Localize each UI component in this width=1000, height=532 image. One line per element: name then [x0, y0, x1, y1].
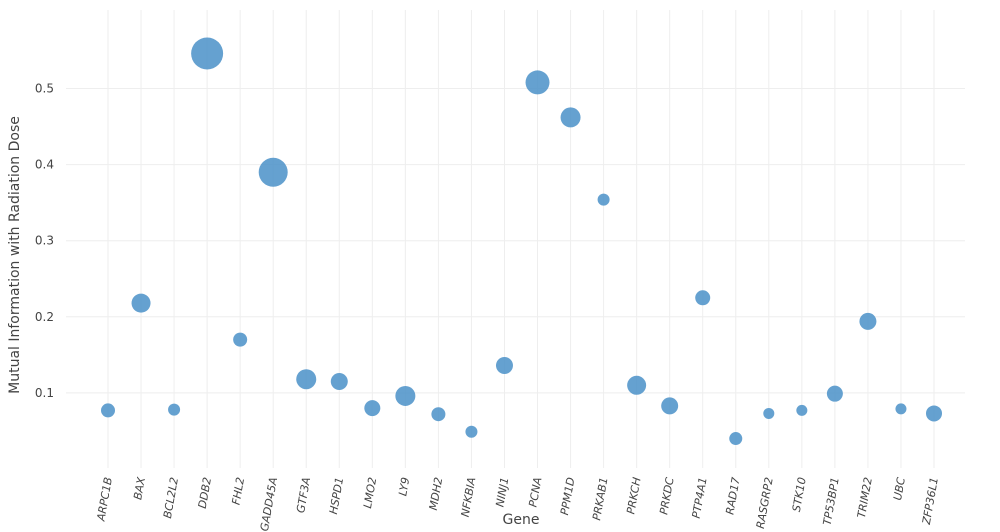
x-tick-label: TP53BP1 — [821, 476, 842, 526]
x-tick-label: ARPC1B — [94, 476, 115, 523]
x-tick-label: PRKCH — [624, 476, 643, 515]
data-point[interactable] — [729, 432, 743, 446]
data-point[interactable] — [101, 403, 115, 418]
data-point[interactable] — [859, 312, 877, 330]
data-point[interactable] — [763, 407, 775, 419]
x-tick-label: PRKAB1 — [590, 476, 610, 521]
x-tick-label: GADD45A — [258, 476, 280, 532]
data-point[interactable] — [296, 369, 317, 390]
y-tick-layer: 0.1 0.2 0.3 0.4 0.5 — [35, 82, 54, 400]
y-tick-label: 0.1 — [35, 386, 54, 400]
data-point[interactable] — [826, 385, 843, 402]
y-tick-label: 0.5 — [35, 82, 54, 96]
data-point[interactable] — [233, 332, 248, 347]
data-point[interactable] — [168, 403, 181, 416]
x-tick-label: ZFP36L1 — [920, 476, 941, 526]
data-point[interactable] — [926, 405, 942, 422]
x-tick-label: PRKDC — [657, 476, 676, 516]
data-point[interactable] — [395, 385, 416, 406]
data-point[interactable] — [465, 425, 478, 438]
data-point[interactable] — [495, 357, 513, 375]
data-point[interactable] — [895, 403, 907, 415]
x-tick-label: NINJ1 — [493, 476, 511, 508]
y-axis-title: Mutual Information with Radiation Dose — [7, 116, 23, 394]
data-point[interactable] — [431, 407, 446, 422]
x-tick-label: TRIM22 — [855, 476, 875, 519]
x-tick-label: BAX — [131, 476, 148, 501]
data-point[interactable] — [661, 397, 679, 415]
x-tick-label: PTP4A1 — [690, 476, 710, 519]
x-tick-label: GTF3A — [294, 476, 313, 514]
x-tick-label: LY9 — [396, 476, 412, 497]
x-tick-label: HSPD1 — [327, 476, 346, 515]
x-tick-label: NFKBIA — [459, 476, 479, 518]
data-point[interactable] — [525, 70, 550, 95]
data-point[interactable] — [597, 193, 610, 206]
data-point[interactable] — [695, 290, 711, 306]
y-tick-label: 0.4 — [35, 158, 54, 172]
y-tick-label: 0.3 — [35, 234, 54, 248]
x-axis-title: Gene — [503, 512, 540, 528]
data-point[interactable] — [560, 107, 581, 128]
data-point[interactable] — [796, 404, 808, 416]
x-tick-label: MDH2 — [427, 476, 446, 511]
x-tick-label: DDB2 — [196, 476, 214, 509]
x-tick-label: PCNA — [526, 476, 544, 508]
data-point[interactable] — [191, 37, 224, 70]
x-tick-label: PPM1D — [558, 476, 577, 516]
x-tick-label: LMO2 — [361, 476, 379, 509]
data-point[interactable] — [627, 375, 647, 395]
data-point[interactable] — [131, 293, 151, 313]
data-point[interactable] — [330, 372, 348, 390]
x-tick-label: UBC — [891, 476, 908, 501]
x-tick-label: BCL2L2 — [161, 476, 181, 519]
x-tick-label: STK10 — [790, 476, 809, 513]
marker-layer — [101, 37, 942, 446]
data-point[interactable] — [258, 157, 288, 187]
x-tick-label: RAD17 — [723, 476, 742, 515]
data-point[interactable] — [364, 400, 381, 417]
y-tick-label: 0.2 — [35, 310, 54, 324]
x-tick-label: FHL2 — [229, 476, 247, 506]
x-tick-label: RASGRP2 — [754, 476, 776, 529]
